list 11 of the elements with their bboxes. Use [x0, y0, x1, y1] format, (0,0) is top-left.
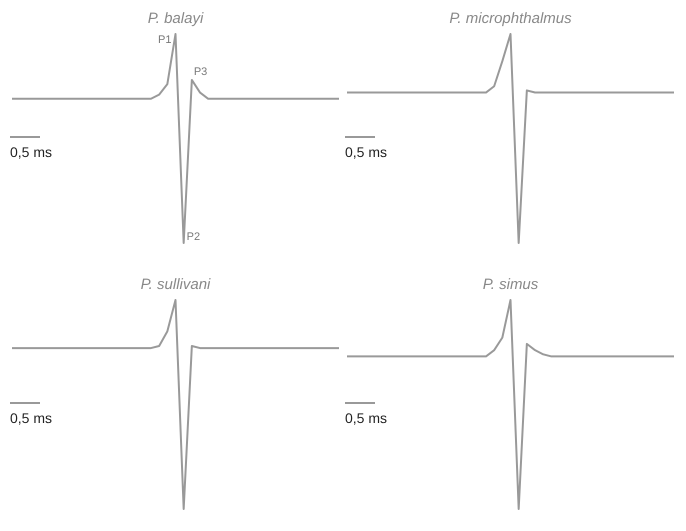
chart-title: P. sullivani	[140, 275, 212, 295]
annotation: P2	[186, 231, 200, 244]
annotation: 0,5 ms	[10, 410, 52, 426]
annotation: P3	[194, 66, 208, 78]
annotation: 0,5 ms	[345, 410, 388, 426]
chart-title: P. balayi	[146, 9, 205, 29]
chart-title: P. microphthalmus	[448, 9, 573, 29]
annotation: P1	[158, 34, 172, 46]
annotation: 0,5 ms	[10, 144, 52, 160]
annotation: 0,5 ms	[345, 144, 388, 160]
chart-title: P. simus	[482, 275, 540, 295]
